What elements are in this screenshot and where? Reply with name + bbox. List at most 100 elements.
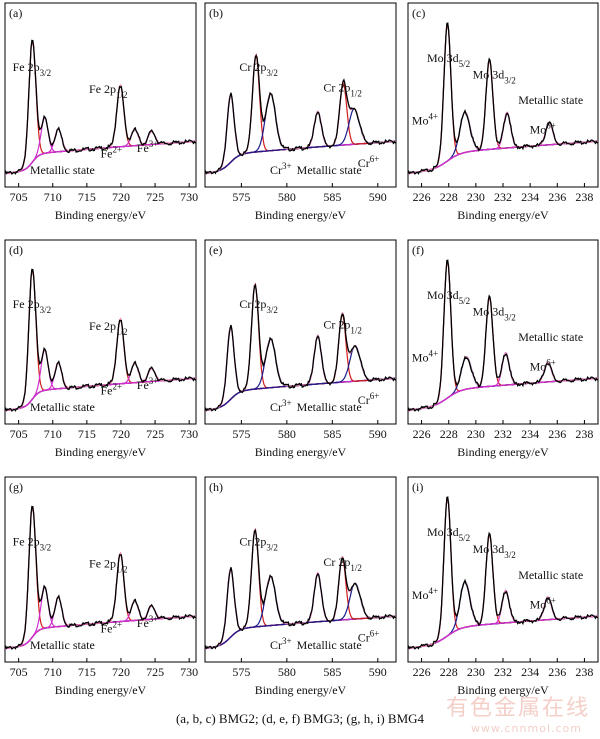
- peak-label: Cr6+: [358, 154, 380, 170]
- peak-label: Fe2+: [101, 382, 123, 398]
- peak-label: Cr3+: [270, 636, 292, 652]
- tick-label: 226: [413, 665, 431, 679]
- panel-frame: [204, 2, 397, 188]
- tick-label: 232: [494, 190, 512, 204]
- tick-label: 234: [521, 190, 539, 204]
- tick-label: 705: [10, 665, 28, 679]
- tick-label: 720: [112, 665, 130, 679]
- tick-label: 585: [323, 665, 341, 679]
- panel-frame: [4, 239, 197, 425]
- tick-label: 236: [548, 427, 566, 441]
- peak-label: Cr 2p1/2: [323, 317, 362, 335]
- tick-label: 580: [278, 190, 296, 204]
- panel-tag: (f): [412, 243, 424, 257]
- tick-label: 590: [369, 427, 387, 441]
- background-line: [407, 140, 598, 175]
- watermark-logo: 有色金属在线: [445, 696, 590, 721]
- peak-label: Metallic state: [518, 330, 583, 344]
- axis-label: Binding energy/eV: [457, 208, 549, 222]
- raw-spectrum: [204, 528, 397, 650]
- xps-panel-f: (f) 226 228 230 232 234 236 238 Binding energy/e…: [407, 239, 599, 459]
- tick-label: 725: [146, 665, 164, 679]
- peak-label: Fe 2p3/2: [13, 534, 52, 552]
- raw-spectrum: [204, 54, 397, 175]
- peak-label: Mo 3d5/2: [427, 525, 470, 543]
- peak-label: Metallic state: [297, 400, 362, 414]
- peak-label: Fe3+: [137, 139, 159, 155]
- peak-label: Mo4+: [412, 111, 438, 127]
- tick-label: 710: [44, 427, 62, 441]
- raw-spectrum: [407, 496, 599, 650]
- tick-label: 228: [440, 665, 458, 679]
- tick-label: 228: [440, 427, 458, 441]
- xps-panel-i: (i) 226 228 230 232 234 236 238 Binding energy/e…: [407, 476, 599, 697]
- background-line: [407, 377, 598, 412]
- tick-label: 585: [323, 427, 341, 441]
- tick-label: 232: [494, 427, 512, 441]
- peak-label: Cr 2p1/2: [323, 555, 362, 573]
- panel-tag: (d): [9, 243, 23, 257]
- peak-label: Cr 2p3/2: [239, 534, 278, 552]
- raw-spectrum: [4, 268, 197, 412]
- tick-label: 725: [146, 427, 164, 441]
- tick-label: 590: [369, 190, 387, 204]
- tick-label: 730: [180, 665, 198, 679]
- axis-label: Binding energy/eV: [55, 445, 147, 459]
- peak-label: Cr 2p1/2: [323, 80, 362, 98]
- peak-label: Mo4+: [412, 586, 438, 602]
- tick-label: 238: [575, 190, 593, 204]
- panel-tag: (a): [9, 6, 22, 20]
- tick-label: 230: [467, 665, 485, 679]
- tick-label: 575: [232, 665, 250, 679]
- raw-spectrum: [407, 259, 599, 412]
- background-line: [407, 615, 599, 650]
- tick-label: 715: [78, 665, 96, 679]
- tick-label: 590: [369, 665, 387, 679]
- panel-frame: [204, 239, 397, 425]
- tick-label: 705: [10, 427, 28, 441]
- tick-label: 236: [548, 665, 566, 679]
- peak-label: Cr6+: [358, 391, 380, 407]
- panel-frame: [4, 2, 197, 188]
- tick-label: 230: [467, 427, 485, 441]
- xps-panel-a: (a) 705 710 715 720 725 730 Binding energy/eV Fe…: [4, 2, 198, 222]
- peak-label: Mo 3d3/2: [473, 542, 516, 560]
- xps-panel-h: (h) 575 580 585 590 Binding energy/eV Cr 2p3/2…: [204, 476, 397, 697]
- peak-label: Cr6+: [358, 629, 380, 645]
- tick-label: 228: [440, 190, 458, 204]
- peak-label: Fe 2p3/2: [13, 297, 52, 315]
- axis-label: Binding energy/eV: [255, 208, 347, 222]
- peak-label: Fe3+: [137, 614, 159, 630]
- tick-label: 720: [112, 190, 130, 204]
- figure-caption: (a, b, c) BMG2; (d, e, f) BMG3; (g, h, i…: [175, 711, 425, 726]
- peak-label: Mo4+: [412, 348, 438, 364]
- tick-label: 230: [467, 190, 485, 204]
- peak-label: Mo6+: [530, 121, 556, 137]
- axis-label: Binding energy/eV: [457, 683, 549, 697]
- panel-tag: (g): [9, 480, 23, 494]
- xps-panel-d: (d) 705 710 715 720 725 730 Binding energy/eV Fe…: [4, 239, 198, 459]
- xps-panel-g: (g) 705 710 715 720 725 730 Binding energy/eV Fe…: [4, 476, 198, 697]
- tick-label: 234: [521, 427, 539, 441]
- peak-label: Fe 2p3/2: [13, 60, 52, 78]
- tick-label: 232: [494, 665, 512, 679]
- tick-label: 226: [413, 427, 431, 441]
- panel-tag: (h): [209, 480, 223, 494]
- xps-panel-c: (c) 226 228 230 232 234 236 238 Binding energy/e…: [407, 2, 599, 222]
- axis-label: Binding energy/eV: [255, 683, 347, 697]
- peak-label: Cr3+: [270, 398, 292, 414]
- tick-label: 585: [323, 190, 341, 204]
- peak-label: Metallic state: [518, 568, 583, 582]
- peak-label: Fe2+: [101, 145, 123, 161]
- raw-spectrum: [407, 22, 599, 175]
- tick-label: 236: [548, 190, 566, 204]
- peak-label: Metallic state: [518, 93, 583, 107]
- peak-label: Metallic state: [30, 400, 95, 414]
- peak-label: Metallic state: [297, 638, 362, 652]
- tick-label: 710: [44, 190, 62, 204]
- peak-label: Mo 3d3/2: [473, 67, 516, 85]
- tick-label: 238: [575, 427, 593, 441]
- panel-tag: (c): [412, 6, 425, 20]
